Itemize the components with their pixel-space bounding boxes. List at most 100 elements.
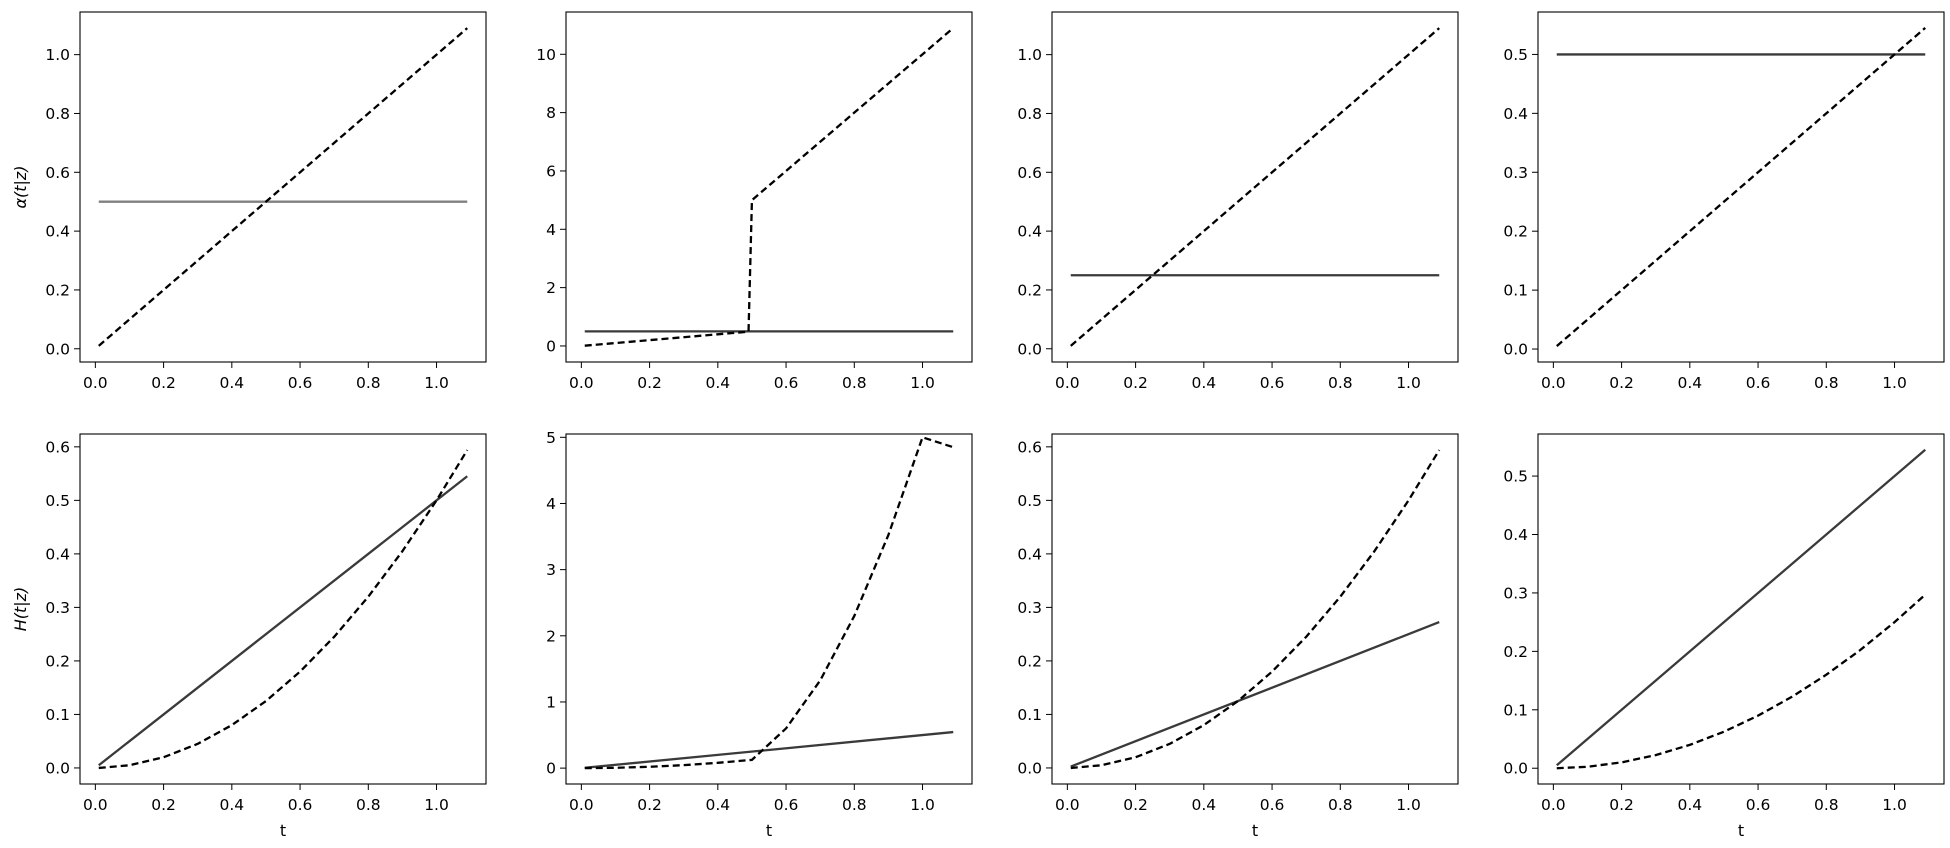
x-tick-label: 0.6 [1746,796,1771,814]
y-tick-label: 0.8 [45,105,70,123]
dashed-series-line [1070,27,1440,347]
x-tick-label: 0.4 [705,796,730,814]
y-tick-label: 0.2 [1017,281,1042,299]
x-tick-label: 0.4 [705,374,730,392]
x-tick-label: 0.4 [219,374,244,392]
y-tick-label: 2 [546,279,556,297]
y-tick-label: 0.0 [1017,340,1042,358]
x-tick-label: 0.6 [774,796,799,814]
subplot-1-1: 0.0 0.2 0.4 0.6 0.8 1.0 0.0 0.2 0.4 0.6 0.8 1.0 α(t|… [11,11,487,392]
dashed-series-line [98,27,468,347]
y-tick-label: 0.4 [1503,105,1528,123]
subplot-2-1: 0.0 0.2 0.4 0.6 0.8 1.00.00.10.20.30.40.50.6t… [11,433,487,840]
subplot-1-4: 0.0 0.2 0.4 0.6 0.8 1.0 0.0 0.1 0.2 0.3 0.4 0.5 [1503,11,1945,392]
y-tick-label: 0.1 [1503,701,1528,719]
y-tick-label: 0.6 [45,164,70,182]
y-tick-label: 5 [546,429,556,447]
x-tick-label: 0.0 [83,796,108,814]
x-tick-label: 0.0 [1541,374,1566,392]
y-tick-label: 0.2 [1503,223,1528,241]
y-tick-label: 0.6 [1017,164,1042,182]
x-tick-label: 0.4 [1191,796,1216,814]
dashed-series-line [1070,449,1441,770]
solid-series-line [584,730,954,769]
solid-series-line [1556,448,1926,767]
y-tick-label: 0.0 [45,759,70,777]
x-tick-label: 0.4 [1677,796,1702,814]
x-tick-label: 0.2 [1609,374,1634,392]
x-tick-label: 0.2 [637,796,662,814]
y-tick-label: 0.0 [1503,341,1528,359]
subplot-2-2: 0.0 0.2 0.4 0.6 0.8 1.0 0 1 2 3 4 5 t [546,429,973,840]
x-tick-label: 1.0 [424,374,449,392]
x-tick-label: 0.2 [1123,374,1148,392]
x-tick-label: 0.8 [1328,796,1353,814]
y-tick-label: 2 [546,627,556,645]
x-tick-label: 0.4 [1191,374,1216,392]
y-tick-label: 0 [546,760,556,778]
y-tick-label: 1 [546,693,556,711]
y-tick-label: 0.6 [45,438,70,456]
y-axis-label: α(t|z) [11,165,30,208]
y-tick-label: 0 [546,337,556,355]
y-axis-label: H(t|z) [11,587,30,632]
y-tick-label: 0.4 [45,545,70,563]
x-tick-label: 0.0 [1055,796,1080,814]
axes-frame [1051,11,1459,363]
x-axis-label: t [766,821,772,840]
x-tick-label: 0.8 [1814,796,1839,814]
x-tick-label: 1.0 [910,374,935,392]
y-tick-label: 0.1 [1017,706,1042,724]
dashed-series-line [98,449,469,770]
x-tick-label: 1.0 [910,796,935,814]
dashed-series-line [1556,593,1927,770]
y-tick-label: 0.3 [1017,599,1042,617]
x-tick-label: 0.2 [1123,796,1148,814]
y-tick-label: 1.0 [1017,46,1042,64]
axes-frame [79,11,487,363]
y-tick-label: 10 [536,46,556,64]
x-tick-label: 0.6 [1260,374,1285,392]
x-tick-label: 0.0 [83,374,108,392]
y-tick-label: 0.0 [45,340,70,358]
axes-frame [79,433,487,785]
x-tick-label: 0.2 [151,374,176,392]
y-tick-label: 0.4 [45,223,70,241]
axes-frame [565,433,973,785]
y-tick-label: 8 [546,104,556,122]
y-tick-label: 0.4 [1017,223,1042,241]
subplot-2-4: 0.0 0.2 0.4 0.6 0.8 1.0 0.0 0.1 0.2 0.3 0.4 0.5 t [1503,433,1945,840]
y-tick-label: 0.5 [1503,46,1528,64]
y-tick-label: 0.5 [1017,492,1042,510]
x-axis-label: t [280,821,286,840]
y-tick-label: 0.0 [1017,759,1042,777]
y-tick-label: 0.2 [45,652,70,670]
y-tick-label: 1.0 [45,46,70,64]
x-tick-label: 0.2 [637,374,662,392]
subplot-2-3: 0.0 0.2 0.4 0.6 0.8 1.00.00.10.20.30.40.50.6t [1017,433,1459,840]
x-tick-label: 0.6 [1260,796,1285,814]
x-tick-label: 0.0 [1541,796,1566,814]
x-tick-label: 0.8 [356,374,381,392]
x-tick-label: 0.6 [288,796,313,814]
y-tick-label: 0.2 [1503,643,1528,661]
x-tick-label: 1.0 [1882,374,1907,392]
x-tick-label: 0.6 [774,374,799,392]
x-tick-label: 0.4 [219,796,244,814]
y-tick-label: 0.3 [1503,584,1528,602]
dashed-series-line [584,435,954,770]
y-tick-label: 0.6 [1017,438,1042,456]
dashed-series-line [1556,27,1926,347]
dashed-series-line [584,27,954,347]
y-tick-label: 0.2 [1017,652,1042,670]
axes-frame [1051,433,1459,785]
x-axis-label: t [1738,821,1744,840]
y-tick-label: 4 [546,221,556,239]
x-tick-label: 0.4 [1677,374,1702,392]
y-tick-label: 0.0 [1503,760,1528,778]
subplot-1-3: 0.0 0.2 0.4 0.6 0.8 1.0 0.0 0.2 0.4 0.6 0.8 1.0 [1017,11,1459,392]
subplot-1-2: 0.0 0.2 0.4 0.6 0.8 1.0 0 2 4 6 8 10 [536,11,973,392]
x-tick-label: 0.8 [842,796,867,814]
y-tick-label: 0.3 [1503,164,1528,182]
